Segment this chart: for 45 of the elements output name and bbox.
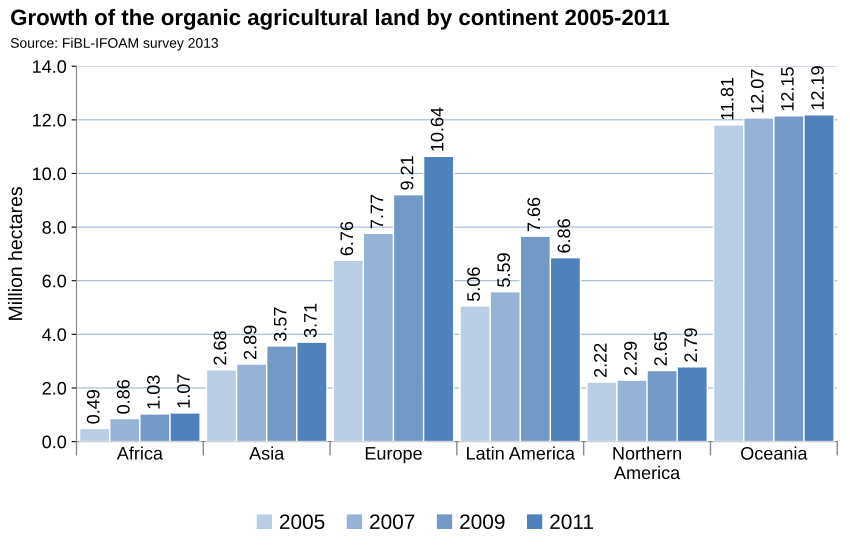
x-tick-label: Europe (366, 447, 422, 464)
data-label: 5.06 (467, 267, 480, 302)
data-label: 2.89 (244, 326, 256, 360)
data-label: 2.65 (654, 332, 667, 366)
data-label: 3.57 (274, 307, 287, 342)
y-tick-label: 2.0 (42, 382, 66, 395)
data-label: 1.07 (177, 374, 190, 408)
legend-label: 2007 (370, 514, 414, 530)
data-label: 7.77 (370, 194, 384, 228)
data-label: 12.07 (750, 70, 764, 112)
x-tick-label: Africa (116, 446, 163, 460)
data-label: 12.19 (811, 66, 824, 110)
data-label: 9.21 (400, 156, 414, 190)
chart-title: Growth of the organic agricultural land by continent 2005-2011 (11, 8, 669, 30)
x-tick-label: Northern America (613, 446, 682, 480)
y-tick-label: 14.0 (33, 60, 66, 73)
x-tick-label: Latin America (467, 446, 575, 460)
data-label: 2.22 (594, 344, 607, 378)
data-label: 10.64 (430, 108, 444, 151)
y-axis-title: Million hectares (8, 187, 22, 320)
y-tick-label: 12.0 (33, 114, 66, 127)
y-tick-label: 0.0 (42, 436, 66, 448)
y-tick-label: 8.0 (42, 221, 66, 234)
data-label: 1.03 (147, 375, 160, 408)
data-label: 2.29 (624, 342, 637, 376)
chart-subtitle: Source: FiBL-IFOAM survey 2013 (10, 38, 218, 51)
data-label: 2.68 (214, 331, 226, 365)
x-tick-label: Asia (249, 446, 284, 460)
y-tick-label: 4.0 (42, 328, 66, 342)
data-label: 7.66 (527, 198, 540, 232)
data-label: 6.86 (558, 219, 570, 253)
legend-label: 2009 (460, 514, 504, 530)
x-tick-label: Oceania (741, 446, 808, 460)
data-label: 0.49 (86, 390, 100, 424)
data-label: 5.59 (497, 253, 510, 287)
legend-label: 2005 (280, 514, 324, 530)
y-tick-label: 10.0 (33, 167, 66, 180)
legend-label: 2011 (550, 514, 593, 530)
data-label: 0.86 (116, 380, 130, 414)
data-label: 3.71 (304, 304, 317, 338)
data-label: 11.81 (720, 78, 734, 120)
data-label: 2.79 (684, 328, 698, 362)
y-tick-label: 6.0 (42, 274, 66, 288)
data-label: 12.15 (780, 67, 794, 110)
data-label: 6.76 (340, 222, 354, 256)
